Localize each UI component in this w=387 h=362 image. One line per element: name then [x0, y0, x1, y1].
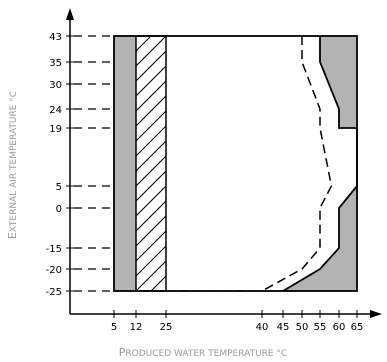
hatch-line — [376, 0, 387, 291]
y-axis-title-rest: XTERNAL AIR TEMPERATURE °C — [9, 91, 19, 232]
y-tick-label: 24 — [49, 105, 62, 116]
x-tick-label: 55 — [314, 322, 327, 333]
hatch-line — [136, 50, 166, 82]
y-tick-label: 43 — [49, 32, 62, 43]
hatch-line — [241, 0, 387, 291]
x-tick-label: 50 — [296, 322, 309, 333]
y-guide-lines — [74, 35, 283, 292]
x-tick-label: 40 — [256, 322, 269, 333]
x-tick-label: 25 — [160, 322, 173, 333]
hatch-line — [136, 125, 166, 157]
dashed-boundary — [261, 36, 333, 292]
y-tick-label: -15 — [46, 244, 62, 255]
axes — [66, 8, 382, 318]
y-tick-label: 30 — [49, 80, 62, 91]
y-tick-labels: 43 35 30 24 19 5 0 -15 -20 -25 — [46, 32, 62, 298]
y-tick-label: 35 — [49, 58, 62, 69]
hatch-line — [196, 0, 387, 291]
x-tick-label: 5 — [111, 322, 117, 333]
y-tick-label: 19 — [49, 124, 62, 135]
hatch-line — [136, 230, 166, 262]
hatch-line — [136, 215, 166, 247]
x-axis-title: PRODUCED WATER TEMPERATURE °C — [119, 346, 288, 359]
hatch-line — [136, 36, 166, 67]
y-axis-title: EXTERNAL AIR TEMPERATURE °C — [6, 91, 19, 239]
x-axis-arrow — [370, 310, 382, 318]
solid-boundary — [282, 36, 358, 292]
hatch-line — [136, 36, 152, 52]
x-tick-label: 45 — [277, 322, 290, 333]
grey-region-right — [283, 36, 357, 291]
envelope-outline — [113, 35, 358, 292]
y-tick-label: -25 — [46, 287, 62, 298]
hatched-band-border — [135, 35, 167, 292]
y-axis-title-initial: E — [6, 232, 19, 239]
hatch-line — [226, 0, 387, 291]
hatch-line — [0, 0, 166, 291]
grey-band — [114, 36, 136, 291]
y-axis-arrow — [66, 8, 74, 20]
x-tick-labels: 5 12 25 40 45 50 55 60 65 — [111, 322, 364, 333]
y-tick-label: 0 — [56, 204, 62, 215]
x-tick-label: 65 — [351, 322, 364, 333]
envelope-border — [113, 35, 358, 292]
x-tick-label: 60 — [333, 322, 346, 333]
x-axis-title-rest: RODUCED WATER TEMPERATURE °C — [125, 349, 287, 359]
x-axis-title-initial: P — [119, 346, 126, 359]
y-tick-label: 5 — [56, 182, 62, 193]
hatch-line — [361, 0, 387, 291]
x-tick-label: 12 — [130, 322, 143, 333]
y-tick-label: -20 — [46, 265, 62, 276]
hatch-line — [211, 0, 387, 291]
